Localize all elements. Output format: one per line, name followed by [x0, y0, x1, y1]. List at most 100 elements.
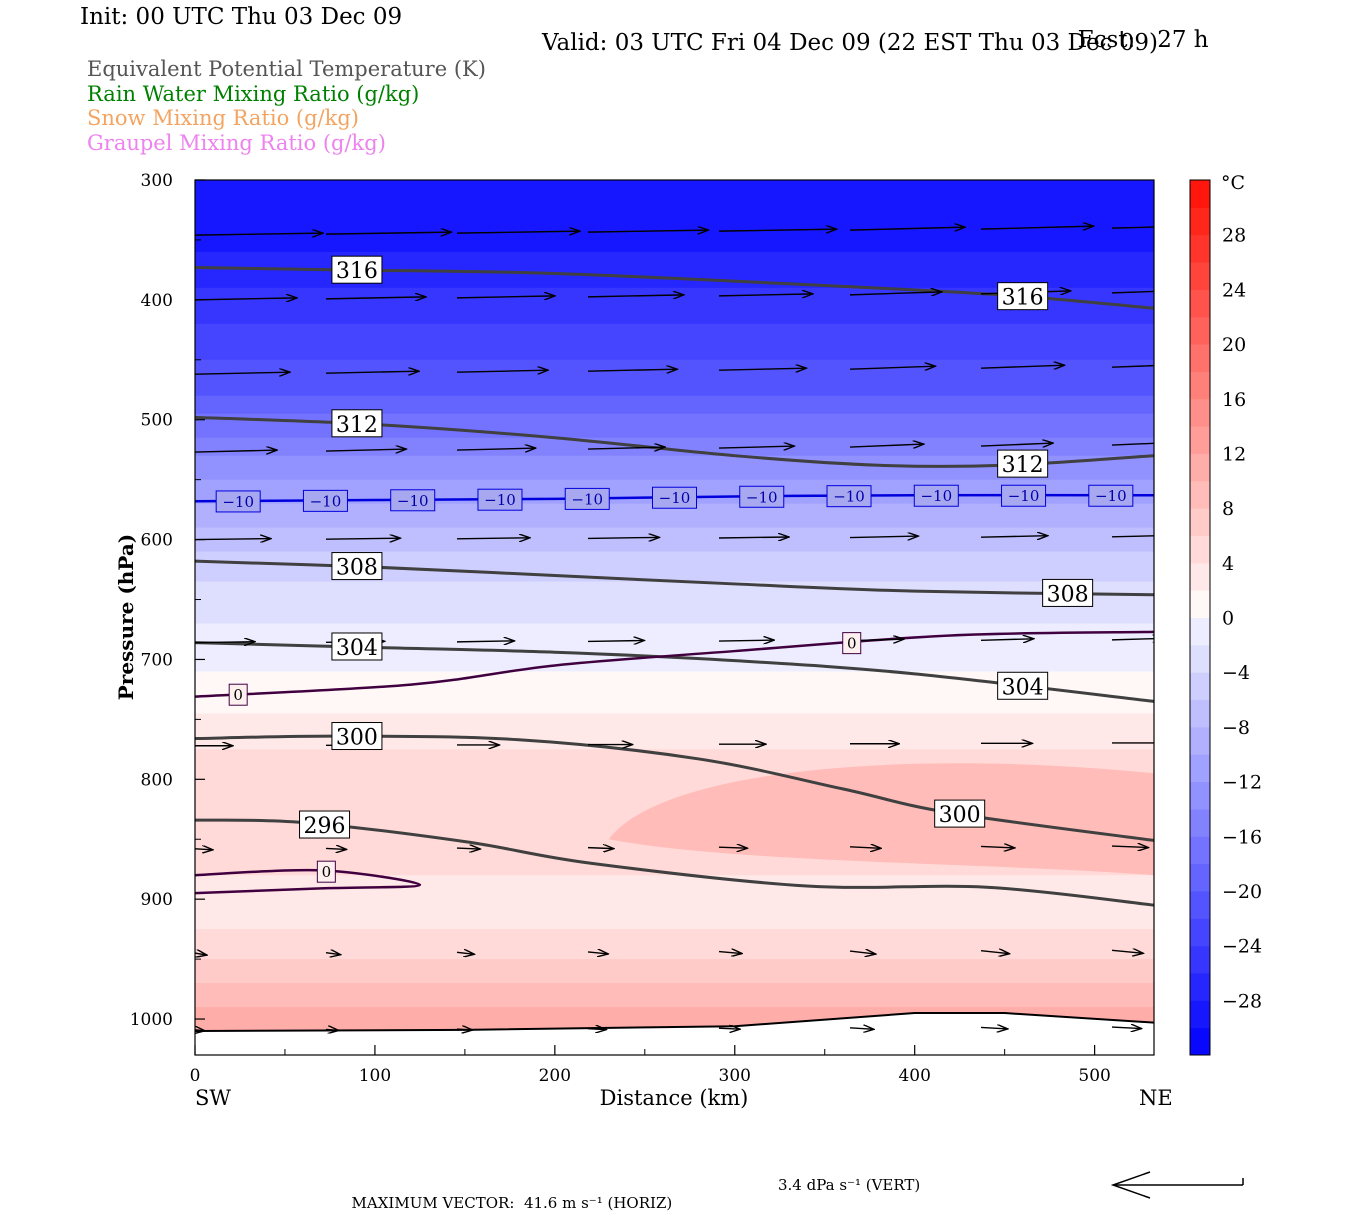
wind-vector — [456, 952, 475, 954]
colorbar-segment — [1190, 617, 1210, 646]
shading-band — [195, 1013, 1154, 1020]
shading-band — [195, 851, 1154, 858]
theta-e-label-box — [934, 799, 986, 828]
colorbar: 28 24 20 16 12 8 4 0 −4 −8 −12 −16 −20 −24 −28 — [1189, 179, 1262, 1056]
wind-vector — [325, 848, 347, 849]
temperature-label-box — [564, 487, 610, 510]
wind-vector — [718, 640, 774, 641]
colorbar-label: 24 — [1222, 279, 1246, 301]
shading-band — [195, 779, 1154, 786]
temperature-label: −10 — [397, 492, 429, 510]
shading-band — [195, 665, 1154, 673]
wind-vector — [587, 1029, 606, 1030]
wind-vector — [980, 639, 1034, 641]
temperature-label-box — [215, 490, 261, 513]
temperature-label: −10 — [659, 489, 691, 507]
temperature-label: −10 — [920, 487, 952, 505]
shading-band — [195, 245, 1154, 253]
y-tick-label: 500 — [141, 411, 173, 431]
y-tick-label: 1000 — [130, 1010, 173, 1030]
wind-vector — [980, 1027, 1008, 1029]
shading-band — [195, 995, 1154, 1002]
shading-band — [195, 389, 1154, 397]
y-axis-label: Pressure (hPa) — [114, 534, 138, 701]
shading-band — [195, 641, 1154, 649]
shading-band — [195, 989, 1154, 996]
wind-vector — [195, 849, 213, 850]
wind-vector — [718, 294, 813, 296]
shading-band — [195, 539, 1154, 547]
temperature-label-box — [913, 484, 959, 507]
shading-band — [195, 881, 1154, 888]
wind-vector — [718, 537, 789, 538]
wind-vector — [1111, 638, 1154, 640]
shading-band — [195, 455, 1154, 463]
shading-band — [195, 659, 1154, 667]
colorbar-segment — [1190, 1000, 1210, 1029]
wind-vector — [980, 443, 1053, 446]
temperature-shading — [195, 180, 1154, 1055]
shading-band — [195, 371, 1154, 379]
theta-e-label-box — [331, 255, 383, 284]
wind-vector — [718, 446, 794, 448]
shading-band — [195, 893, 1154, 900]
wind-vector — [718, 368, 806, 370]
theta-e-label: 316 — [336, 259, 378, 284]
y-tick-label: 400 — [141, 291, 173, 311]
wind-vector — [718, 847, 748, 848]
colorbar-segment — [1190, 754, 1210, 783]
shading-band — [195, 1019, 1154, 1026]
temperature-contour — [195, 630, 1154, 698]
colorbar-segment — [1190, 836, 1210, 865]
theta-e-label: 304 — [336, 636, 378, 661]
colorbar-segment — [1190, 562, 1210, 591]
colorbar-segment — [1190, 863, 1210, 892]
wind-vector — [980, 226, 1094, 229]
theta-e-label: 300 — [336, 726, 378, 751]
colorbar-label: 16 — [1222, 389, 1246, 411]
temperature-label-box — [826, 485, 872, 508]
shading-band — [195, 467, 1154, 475]
temperature-contour — [195, 868, 422, 895]
theta-e-label-box — [1042, 578, 1094, 607]
shading-band — [195, 317, 1154, 325]
colorbar-segment — [1190, 781, 1210, 810]
shading-band — [195, 629, 1154, 637]
shading-band — [195, 395, 1154, 403]
wind-vector — [849, 1028, 874, 1030]
colorbar-segment — [1190, 480, 1210, 509]
wind-vector — [195, 1030, 205, 1031]
shading-band — [195, 689, 1154, 697]
temperature-label: −10 — [746, 488, 778, 506]
colorbar-segment — [1190, 316, 1210, 345]
wind-vector — [718, 229, 837, 231]
shading-band — [195, 533, 1154, 541]
wind-vector — [195, 450, 277, 452]
temperature-label: −10 — [310, 492, 342, 510]
forecast-label: Fcst: — [1077, 27, 1136, 53]
wind-vector — [1111, 535, 1154, 538]
theta-e-label: 300 — [939, 803, 981, 828]
shading-band — [195, 569, 1154, 577]
init-time: Init: 00 UTC Thu 03 Dec 09 — [80, 4, 403, 30]
shading-band — [195, 341, 1154, 349]
shading-band — [195, 917, 1154, 924]
shading-band — [195, 899, 1154, 906]
colorbar-segment — [1190, 453, 1210, 482]
temperature-label-box — [390, 489, 436, 512]
shading-band — [195, 725, 1154, 732]
shading-band — [195, 251, 1154, 259]
colorbar-segment — [1190, 918, 1210, 947]
wind-vector — [718, 1028, 740, 1029]
colorbar-frame — [1189, 179, 1211, 1056]
wind-vector — [325, 449, 406, 451]
shading-band — [195, 713, 1154, 720]
theta-e-label-box — [299, 810, 351, 839]
shading-band — [195, 791, 1154, 798]
shading-band — [195, 971, 1154, 978]
wind-vectors — [195, 225, 1154, 1031]
colorbar-segment — [1190, 972, 1210, 1001]
shading-band — [195, 683, 1154, 691]
shading-band — [195, 977, 1154, 984]
shading-band — [195, 959, 1154, 966]
